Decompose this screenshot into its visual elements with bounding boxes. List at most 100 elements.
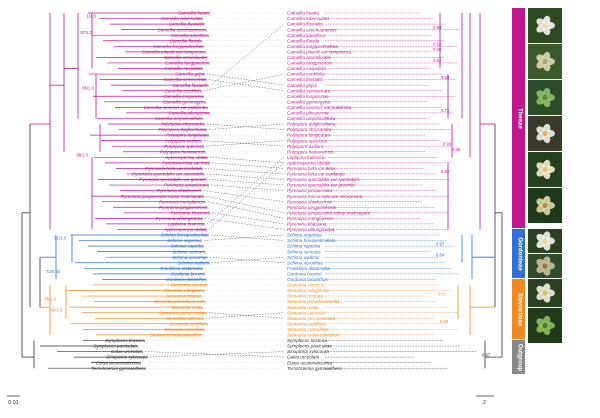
flower-center — [542, 130, 548, 137]
right-taxon-label: Polyspora chrysandra — [287, 127, 332, 132]
left-taxon-label: Polyspora dalgleishiana — [158, 127, 207, 132]
left-taxon-label: Polyspora chrysandra — [161, 122, 206, 127]
right-taxon-label: Camellia huana — [287, 11, 319, 16]
right-support-value: 0.61 — [438, 291, 447, 296]
connector-line — [206, 173, 285, 180]
left-taxon-label: Symplocos paniculata — [93, 344, 138, 349]
left-taxon-label: Camellia longipedicellata — [153, 44, 204, 49]
right-support-value: 0.82 — [441, 169, 450, 174]
flower-center — [542, 290, 548, 296]
right-taxon-label: Camellia pitardii var compressa — [287, 49, 352, 54]
right-taxon-label: Pyrenaria spectabilis var greenlei — [287, 183, 356, 188]
left-taxon-label: Camellia pitardii var compressa — [142, 49, 207, 54]
flower-center — [542, 263, 548, 269]
flower-center — [542, 58, 548, 65]
flower-photos — [528, 8, 562, 343]
left-taxon-label: Stewartia pseudocamellia — [154, 299, 207, 304]
right-taxon-label: Pyrenaria microcarpa var microcarpa — [287, 194, 363, 199]
right-taxon-label: Stewartia sinensis — [287, 283, 325, 288]
left-taxon-label: Camellia flavida — [170, 38, 203, 43]
connector-line — [209, 256, 285, 263]
right-taxon-label: Pyrenaria jonquierana — [287, 188, 332, 193]
right-taxon-label: Franklinia alatamaha — [287, 266, 330, 271]
band-theeae — [512, 8, 525, 228]
right-taxon-label: Stewartia pteropetiolata — [287, 316, 336, 321]
left-taxon-label: Franklinia alatamaha — [160, 266, 203, 271]
left-taxon-label: Polyspora hainanensis — [160, 149, 207, 154]
left-support-value: 97/1.0 — [80, 30, 92, 35]
left-taxon-label: Schima wallichii — [178, 260, 211, 265]
left-taxon-label: Pyrenaria hirta var cordatula — [145, 166, 203, 171]
right-taxon-label: Polyspora hainanensis — [287, 149, 334, 154]
right-taxon-label: Sinojackia xylocarpa — [287, 349, 329, 354]
connector-line — [210, 234, 285, 241]
right-taxon-label: Polyspora dalgleishiana — [287, 122, 336, 127]
connector-line — [207, 201, 285, 219]
left-taxon-label: Camellia longissima — [163, 94, 204, 99]
right-taxon-label: Camellia assimiloides — [287, 55, 332, 60]
right-support-value: 0.97 — [436, 241, 445, 246]
left-taxon-label: Symplocos tinctoria — [105, 338, 145, 343]
right-support-value: 0.68 — [441, 75, 450, 80]
right-taxon-label: Schima superba — [287, 244, 321, 249]
connector-line — [211, 256, 285, 263]
left-support-value: 72/0.84 — [46, 269, 61, 274]
left-taxon-label: Camellia cuspidata — [164, 66, 203, 71]
right-taxon-label: Schima argentea — [287, 233, 322, 238]
right-taxon-label: Apterosperma oblata — [286, 160, 330, 165]
right-taxon-label: Stewartia cordifolia — [287, 321, 326, 326]
left-taxon-label: Stewartia sinensis — [171, 283, 209, 288]
flower-center — [542, 238, 548, 244]
connector-line — [208, 179, 285, 186]
right-taxon-label: Polyspora speciosa — [287, 138, 327, 143]
left-taxon-label: Pyrenaria oblongicarpa — [156, 216, 204, 221]
right-taxon-label: Camellia pilosperma — [287, 111, 329, 116]
left-taxon-label: Eurya acuminatissima — [96, 360, 141, 365]
right-taxon-label: Camellia fluviatilis — [287, 22, 324, 27]
left-support-value: 98/1.0 — [76, 152, 88, 157]
left-support-value: 95/1.0 — [82, 86, 94, 91]
right-taxon-label: Stewartia rostrata — [287, 294, 323, 299]
left-taxon-label: Schima noronhae — [172, 255, 208, 260]
right-taxon-label: Pyrenaria menglaensis — [287, 216, 334, 221]
left-taxon-label: Camellia huana — [178, 11, 210, 16]
flower-center — [542, 322, 548, 329]
right-support-value: 0.99 — [433, 25, 442, 30]
left-taxon-label: Gordonia lasianthus — [166, 277, 208, 282]
left-taxon-label: Camellia assimiloides — [164, 55, 209, 60]
left-taxon-label: Stewartia rostrata — [166, 294, 202, 299]
right-support-value: 0.94 — [433, 58, 442, 63]
right-taxon-label: Camellia longissima — [287, 94, 328, 99]
left-taxon-label: Sinojackia xylocarpa — [106, 355, 148, 360]
right-taxon-label: Pyrenaria oblongicarpa — [287, 227, 335, 232]
right-taxon-label: Camellia cuspidata — [287, 66, 326, 71]
left-taxon-label: Camellia semiserrata — [164, 77, 208, 82]
left-support-value: 99/1.0 — [50, 308, 62, 313]
clade-bands: Theeae Gordonieae Stewartieae Outgroup — [512, 8, 525, 374]
right-taxon-label: Pyrenaria hirta var cordatula — [287, 172, 345, 177]
right-taxon-label: Stewartia pseudocamellia — [287, 299, 340, 304]
connector-line — [206, 73, 285, 86]
left-taxon-label: Pyrenaria spectabilis var spectabilis — [132, 172, 205, 177]
left-taxon-label: Pyrenaria khasiana — [171, 210, 211, 215]
connector-line — [203, 234, 285, 241]
left-taxon-label: Camellia ampelovitifolia — [155, 116, 204, 121]
right-taxon-label: Stewartia malacodendron — [287, 333, 340, 338]
left-taxon-label: Pyrenaria pingpienensis — [159, 205, 209, 210]
connector-line — [209, 157, 285, 164]
right-taxon-label: Gordonia brevisii — [287, 271, 322, 276]
left-taxon-label: Camellia fluviatilis — [172, 83, 209, 88]
left-taxon-label: Pyrenaria spectabilis var greenlei — [139, 177, 208, 182]
right-taxon-label: Stewartia calcicola — [287, 310, 325, 315]
right-support-value: 0.35 — [452, 147, 461, 152]
right-taxon-label: Schima sericans — [287, 249, 321, 254]
band-label: Theeae — [517, 108, 523, 129]
left-taxon-label: Camellia grijsii — [175, 72, 206, 77]
left-taxon-label: Pyrenaria jonquierana — [164, 183, 209, 188]
left-taxon-label: Pyrenaria hirta var hirta — [162, 160, 210, 165]
right-taxon-label: Polyspora axillaris — [287, 144, 325, 149]
left-taxon-label: Stewartia rubiginosa — [163, 288, 205, 293]
connector-line — [205, 312, 285, 319]
